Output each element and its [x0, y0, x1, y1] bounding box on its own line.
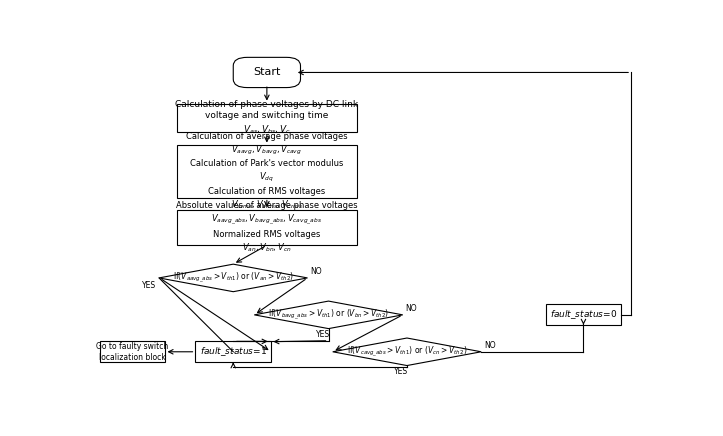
Text: NO: NO — [484, 341, 496, 350]
Text: If($V_{cavg\_abs}$$>$$V_{th1}$) or ($V_{cn}$$>$$V_{th2}$): If($V_{cavg\_abs}$$>$$V_{th1}$) or ($V_{… — [347, 344, 467, 359]
Text: YES: YES — [394, 367, 408, 376]
Polygon shape — [254, 301, 403, 329]
Bar — [177, 210, 356, 245]
Text: $fault\_status$=0: $fault\_status$=0 — [550, 309, 617, 321]
Bar — [177, 146, 356, 198]
Text: Calculation of phase voltages by DC link
voltage and switching time
$V_{as}, V_{: Calculation of phase voltages by DC link… — [175, 100, 359, 136]
Text: Start: Start — [253, 68, 281, 78]
Text: $fault\_status$=1: $fault\_status$=1 — [200, 345, 267, 358]
Text: Go to faulty switch
localization block: Go to faulty switch localization block — [96, 341, 168, 362]
Text: If($V_{aavg\_abs}$$>$$V_{th1}$) or ($V_{an}$$>$$V_{th2}$): If($V_{aavg\_abs}$$>$$V_{th1}$) or ($V_{… — [173, 271, 294, 285]
Text: NO: NO — [406, 304, 417, 313]
Text: NO: NO — [310, 267, 322, 276]
Polygon shape — [159, 264, 307, 292]
Bar — [195, 341, 271, 362]
Bar — [177, 103, 356, 132]
Text: YES: YES — [142, 281, 156, 290]
Bar — [546, 304, 621, 325]
FancyBboxPatch shape — [234, 58, 301, 88]
Bar — [100, 341, 165, 362]
Polygon shape — [333, 338, 482, 365]
Text: If($V_{bavg\_abs}$$>$$V_{th1}$) or ($V_{bn}$$>$$V_{th2}$): If($V_{bavg\_abs}$$>$$V_{th1}$) or ($V_{… — [268, 308, 389, 322]
Text: YES: YES — [316, 330, 330, 339]
Text: Absolute values of average phase voltages
$V_{aavg\_abs}, V_{bavg\_abs}, V_{cavg: Absolute values of average phase voltage… — [176, 201, 358, 255]
Text: Calculation of average phase voltages
$V_{aavg}, V_{bavg}, V_{cavg}$
Calculation: Calculation of average phase voltages $V… — [186, 132, 348, 211]
